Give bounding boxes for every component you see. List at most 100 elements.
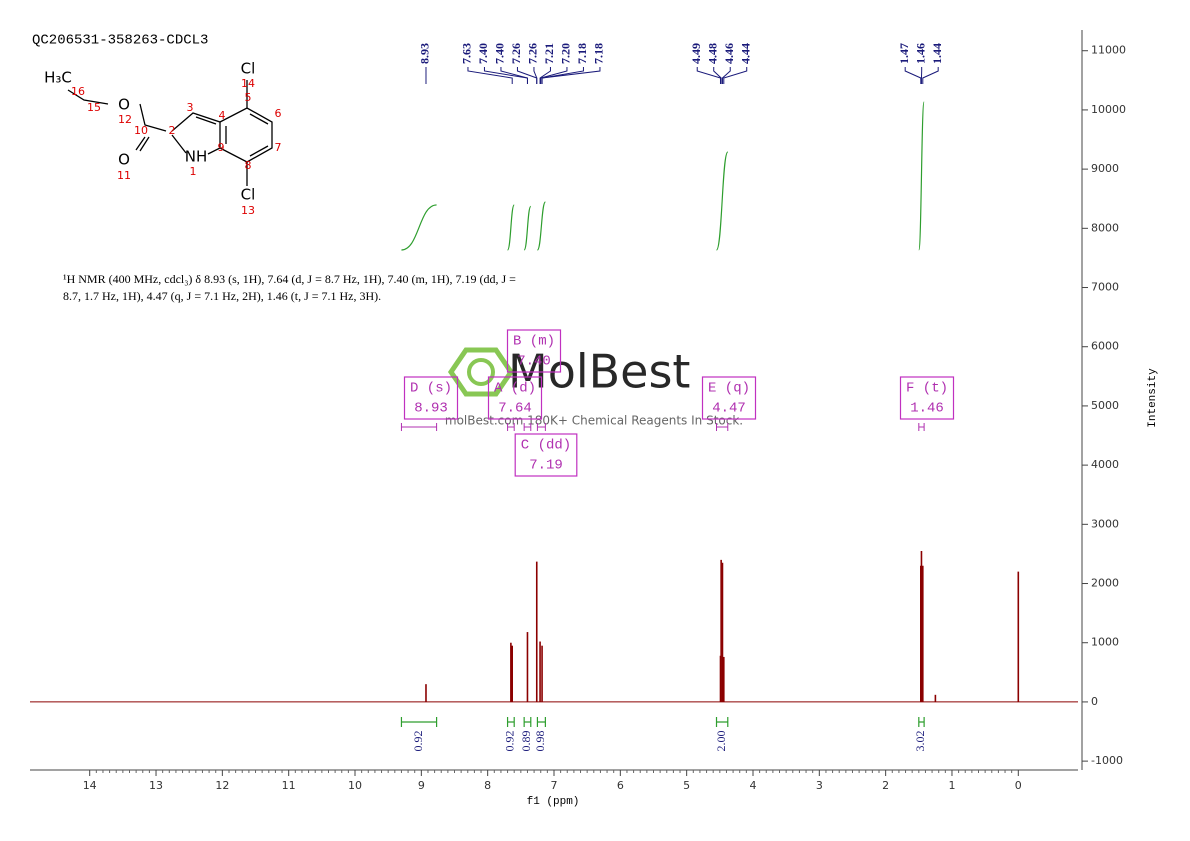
peak-label: 7.21 — [542, 43, 556, 64]
peak-connector — [483, 67, 528, 84]
integral-value: 2.00 — [714, 731, 728, 752]
chart-title: QC206531-358263-CDCL3 — [32, 33, 208, 49]
x-axis-label: f1 (ppm) — [527, 796, 580, 808]
integral-bracket — [506, 717, 515, 727]
x-tick-label: 1 — [948, 779, 955, 792]
atom-number: 10 — [134, 124, 148, 137]
nmr-description: 8.7, 1.7 Hz, 1H), 4.47 (q, J = 7.1 Hz, 2… — [63, 289, 381, 303]
peak-connector — [540, 67, 568, 84]
structure-bonds — [67, 80, 273, 186]
x-tick-label: 0 — [1015, 779, 1022, 792]
peak-label: 4.48 — [705, 43, 719, 64]
peak-label: 1.46 — [913, 43, 927, 64]
peak-label: 7.18 — [575, 43, 589, 64]
y-tick-label: 10000 — [1091, 103, 1126, 116]
x-tick-label: 2 — [882, 779, 889, 792]
atom-label: NH — [185, 148, 208, 166]
x-tick-label: 12 — [215, 779, 229, 792]
x-tick-label: 11 — [282, 779, 296, 792]
multiplet-shift: 1.46 — [910, 401, 944, 417]
y-tick-label: 3000 — [1091, 517, 1119, 530]
peak-connector — [904, 67, 922, 84]
y-tick-label: 4000 — [1091, 458, 1119, 471]
integral-curve — [523, 205, 532, 251]
atom-number: 4 — [219, 109, 226, 122]
integral-bracket — [715, 717, 729, 727]
multiplet-box — [899, 376, 955, 420]
peak-connector — [539, 67, 551, 84]
x-tick-label: 4 — [749, 779, 756, 792]
peak-connector — [541, 67, 601, 84]
atom-number: 9 — [218, 141, 225, 154]
peak-label: 4.46 — [722, 43, 736, 64]
multiplet-label: B (m) — [513, 334, 555, 350]
atom-number: 13 — [241, 204, 255, 217]
x-tick-label: 13 — [149, 779, 163, 792]
nmr-description: ¹H NMR (400 MHz, cdcl₃) δ 8.93 (s, 1H), … — [63, 272, 516, 286]
peak-connector — [723, 67, 748, 84]
y-tick-label: 2000 — [1091, 577, 1119, 590]
peak-label: 4.44 — [738, 43, 752, 64]
multiplet-shift: 7.40 — [517, 354, 551, 370]
y-tick-label: 0 — [1091, 695, 1098, 708]
integral-curve — [401, 204, 437, 251]
atom-label: H₃C — [44, 69, 72, 87]
integral-curve — [506, 204, 515, 251]
x-tick-label: 6 — [617, 779, 624, 792]
multiplet-bracket — [716, 423, 729, 431]
y-axis-label: Intensity — [1147, 368, 1159, 428]
y-tick-label: 6000 — [1091, 340, 1119, 353]
y-tick-label: 9000 — [1091, 162, 1119, 175]
multiplet-shift: 8.93 — [414, 401, 448, 417]
multiplet-label: D (s) — [410, 381, 452, 397]
x-tick-label: 8 — [484, 779, 491, 792]
integral-value: 0.89 — [519, 731, 533, 752]
peak-label: 7.20 — [559, 43, 573, 64]
atom-label: Cl — [241, 186, 256, 204]
watermark-text: molBest.com 180K+ Chemical Reagents In S… — [445, 414, 743, 428]
atom-number: 12 — [118, 113, 132, 126]
peak-connector — [922, 67, 939, 84]
atom-number: 8 — [245, 159, 252, 172]
peak-label: 7.40 — [493, 43, 507, 64]
watermark: MolBest molBest.com 180K+ Chemical Reage… — [445, 345, 743, 428]
peak-label: 7.18 — [592, 43, 606, 64]
integral-value: 0.98 — [533, 731, 547, 752]
atom-number: 6 — [275, 107, 282, 120]
y-tick-label: 8000 — [1091, 221, 1119, 234]
logo-hexagon — [447, 347, 515, 397]
atom-number: 11 — [117, 169, 131, 182]
y-tick-label: 11000 — [1091, 44, 1126, 57]
integral-value: 0.92 — [503, 731, 517, 752]
integral-curve — [918, 101, 925, 251]
multiplet-bracket — [507, 423, 515, 431]
y-tick-label: 1000 — [1091, 636, 1119, 649]
integral-bracket — [536, 717, 546, 727]
peak-connector — [500, 67, 528, 84]
multiplet-shift: 7.64 — [498, 401, 532, 417]
multiplet-box — [514, 433, 578, 477]
integral-curve — [715, 151, 729, 251]
multiplet-bracket — [918, 423, 925, 431]
atom-number: 3 — [187, 101, 194, 114]
atom-number: 15 — [87, 101, 101, 114]
y-tick-label: 5000 — [1091, 399, 1119, 412]
multiplet-shift: 4.47 — [712, 401, 746, 417]
x-tick-label: 14 — [83, 779, 97, 792]
multiplet-box — [701, 376, 757, 420]
multiplet-bracket — [536, 423, 546, 431]
peak-label: 1.44 — [930, 43, 944, 64]
peak-connector — [533, 67, 538, 84]
peak-connector — [713, 67, 722, 84]
integral-value: 3.02 — [913, 731, 927, 752]
peak-connector — [696, 67, 721, 84]
multiplet-label: C (dd) — [521, 438, 571, 454]
atom-number: 5 — [245, 91, 252, 104]
integral-bracket — [918, 717, 925, 727]
peak-connector — [721, 67, 731, 84]
multiplet-bracket — [523, 423, 532, 431]
peak-label: 4.49 — [689, 43, 703, 64]
peak-label: 7.26 — [526, 43, 540, 64]
atom-label: Cl — [241, 60, 256, 78]
peak-connector — [467, 67, 513, 84]
